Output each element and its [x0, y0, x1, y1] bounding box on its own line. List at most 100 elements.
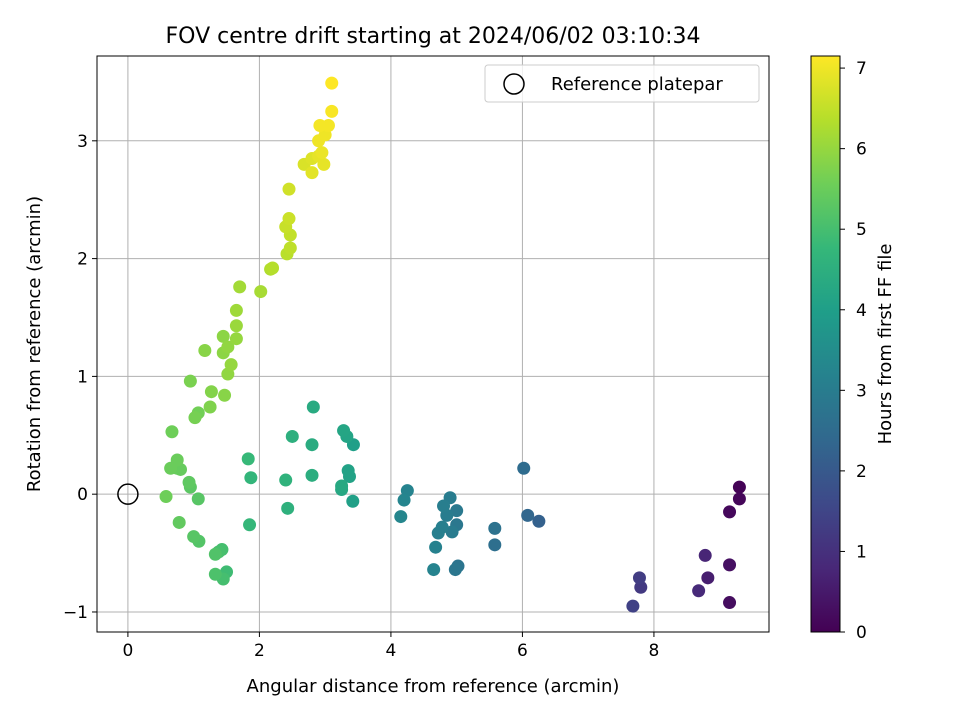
- data-point: [521, 508, 535, 522]
- plot-frame: [96, 55, 770, 633]
- data-point: [229, 332, 243, 346]
- data-point: [283, 241, 297, 255]
- data-point: [488, 538, 502, 552]
- data-point: [397, 493, 411, 507]
- data-point: [427, 563, 441, 577]
- data-point: [431, 526, 445, 540]
- data-point: [337, 424, 351, 438]
- data-point: [221, 340, 235, 354]
- legend-box: [484, 64, 760, 103]
- colorbar-tick-label: 3: [856, 381, 867, 401]
- data-point: [282, 212, 296, 226]
- x-axis-label: Angular distance from reference (arcmin): [247, 676, 620, 697]
- data-point: [346, 494, 360, 508]
- data-point: [165, 425, 179, 439]
- data-point: [183, 374, 197, 388]
- data-point: [632, 571, 646, 585]
- data-point: [723, 505, 737, 519]
- data-point: [229, 303, 243, 317]
- chart-title: FOV centre drift starting at 2024/06/02 …: [166, 24, 701, 49]
- y-tick-label: 3: [77, 132, 88, 152]
- data-point: [218, 388, 232, 402]
- x-tick-label: 0: [122, 641, 133, 661]
- data-point: [198, 343, 212, 357]
- x-tick-label: 6: [517, 641, 528, 661]
- data-point: [164, 461, 178, 475]
- y-tick-label: 0: [77, 485, 88, 505]
- colorbar-tick-label: 1: [856, 542, 867, 562]
- y-tick-label: 2: [77, 250, 88, 270]
- data-point: [208, 547, 222, 561]
- data-point: [394, 510, 408, 524]
- data-point: [732, 492, 746, 506]
- data-point: [191, 492, 205, 506]
- data-points: [159, 76, 746, 613]
- x-tick-label: 8: [649, 641, 660, 661]
- data-point: [182, 475, 196, 489]
- data-point: [241, 452, 255, 466]
- colorbar: 0 1 2 3 4 5 6 7 Hours from first FF file: [810, 55, 896, 643]
- data-point: [723, 596, 737, 610]
- data-point: [159, 490, 173, 504]
- data-point: [305, 166, 319, 180]
- data-point: [285, 429, 299, 443]
- data-point: [279, 473, 293, 487]
- colorbar-tick-label: 6: [856, 140, 867, 160]
- data-point: [243, 518, 257, 532]
- colorbar-tick-label: 5: [856, 220, 867, 240]
- data-point: [203, 400, 217, 414]
- data-point: [450, 504, 464, 518]
- data-point: [305, 438, 319, 452]
- legend: Reference platepar: [484, 64, 760, 103]
- colorbar-label: Hours from first FF file: [875, 244, 896, 445]
- data-point: [325, 104, 339, 118]
- data-point: [532, 514, 546, 528]
- data-point: [315, 146, 329, 160]
- data-point: [216, 329, 230, 343]
- colorbar-tick-label: 2: [856, 462, 867, 482]
- data-point: [692, 584, 706, 598]
- data-point: [317, 157, 331, 171]
- grid-lines: [97, 56, 769, 632]
- data-point: [698, 548, 712, 562]
- data-point: [723, 558, 737, 572]
- data-point: [204, 385, 218, 399]
- y-tick-label: 1: [77, 367, 88, 387]
- data-point: [244, 471, 258, 485]
- data-point: [626, 599, 640, 613]
- reference-platepar-marker: [117, 483, 139, 505]
- data-point: [488, 521, 502, 535]
- data-point: [266, 261, 280, 275]
- data-point: [732, 480, 746, 494]
- data-point: [187, 530, 201, 544]
- data-point: [437, 499, 451, 513]
- data-point: [254, 285, 268, 299]
- data-point: [335, 479, 349, 493]
- colorbar-tick-label: 0: [856, 623, 867, 643]
- x-axis-ticks: 0 2 4 6 8: [122, 632, 659, 661]
- data-point: [229, 319, 243, 333]
- y-axis-ticks: −1 0 1 2 3: [63, 132, 97, 623]
- data-point: [172, 515, 186, 529]
- data-point: [445, 525, 459, 539]
- colorbar-gradient: [810, 55, 841, 633]
- data-point: [306, 400, 320, 414]
- data-point: [429, 540, 443, 554]
- data-point: [305, 468, 319, 482]
- data-point: [208, 567, 222, 581]
- legend-reference-marker: [503, 73, 525, 95]
- data-point: [448, 563, 462, 577]
- data-point: [188, 411, 202, 425]
- legend-label: Reference platepar: [551, 74, 723, 95]
- data-point: [233, 280, 247, 294]
- data-point: [517, 461, 531, 475]
- x-tick-label: 4: [386, 641, 397, 661]
- colorbar-ticks: 0 1 2 3 4 5 6 7: [840, 59, 867, 643]
- y-axis-label: Rotation from reference (arcmin): [24, 196, 45, 492]
- data-point: [313, 118, 327, 132]
- y-tick-label: −1: [63, 603, 88, 623]
- data-point: [224, 358, 238, 372]
- data-point: [282, 182, 296, 196]
- colorbar-tick-label: 7: [856, 59, 867, 79]
